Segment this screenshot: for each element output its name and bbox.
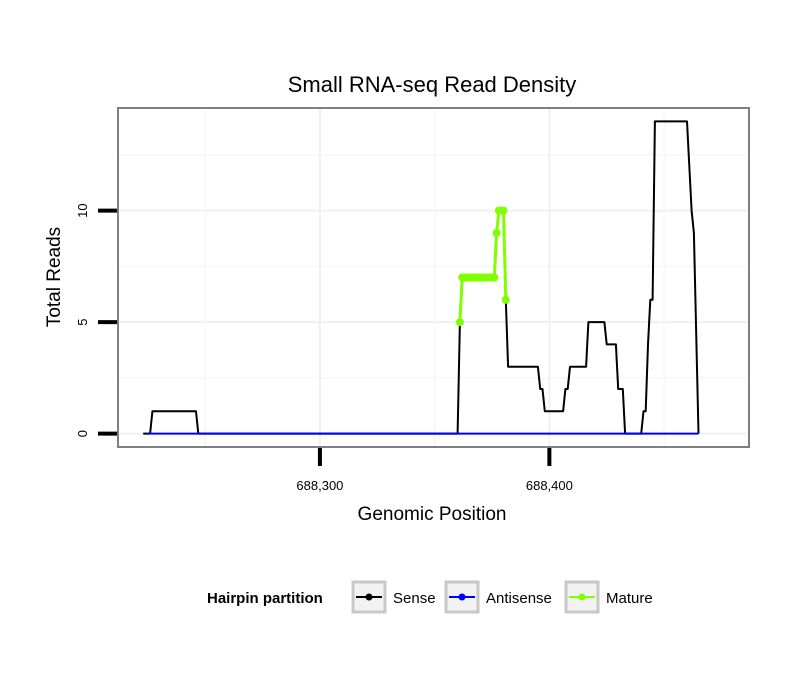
mature-point xyxy=(490,273,499,282)
legend: Hairpin partition Sense Antisense Mature xyxy=(207,580,653,614)
legend-point-sense xyxy=(365,593,373,601)
legend-label-sense: Sense xyxy=(393,590,436,607)
x-tick-label: 688,300 xyxy=(296,478,343,493)
y-axis-title: Total Reads xyxy=(44,227,65,327)
legend-title: Hairpin partition xyxy=(207,590,323,607)
y-tick-label: 5 xyxy=(75,318,90,325)
y-tick-label: 0 xyxy=(75,430,90,437)
axes: 0 5 10 688,300 688,400 xyxy=(75,203,573,493)
legend-label-mature: Mature xyxy=(606,590,653,607)
mature-point xyxy=(501,295,510,304)
series-layer xyxy=(143,120,700,435)
plot-border xyxy=(117,107,750,448)
mature-point xyxy=(499,206,508,215)
grid xyxy=(118,108,749,447)
x-tick-label: 688,400 xyxy=(526,478,573,493)
y-tick-label: 10 xyxy=(75,203,90,217)
legend-label-antisense: Antisense xyxy=(486,590,552,607)
legend-point-antisense xyxy=(458,593,466,601)
mature-point xyxy=(455,318,464,327)
legend-point-mature xyxy=(578,593,586,601)
series-line-sense xyxy=(143,120,700,435)
mature-point xyxy=(492,228,501,237)
chart-title: Small RNA-seq Read Density xyxy=(288,72,577,97)
x-axis-title: Genomic Position xyxy=(358,504,507,525)
